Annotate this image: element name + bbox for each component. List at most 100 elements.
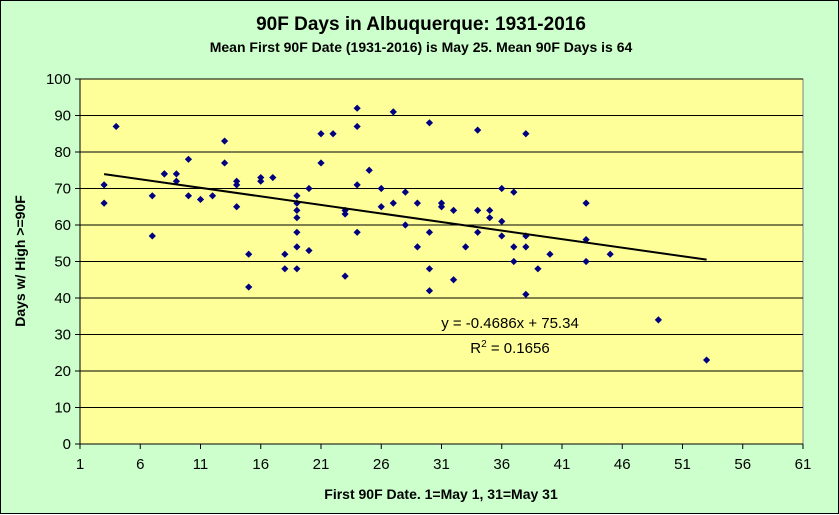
data-point <box>582 257 590 266</box>
data-point <box>498 232 506 240</box>
data-point <box>462 243 470 251</box>
data-point <box>353 122 361 131</box>
y-tick-label: 10 <box>54 400 71 417</box>
data-point <box>474 228 482 236</box>
data-point <box>341 210 349 218</box>
y-tick-label: 100 <box>46 71 71 88</box>
data-point <box>221 159 229 167</box>
x-tick-label: 51 <box>674 456 691 473</box>
data-point <box>100 199 108 207</box>
trend-equation: y = -0.4686x + 75.34 <box>441 315 579 332</box>
data-point <box>401 221 409 229</box>
x-tick-label: 1 <box>76 456 84 473</box>
data-point <box>498 184 506 193</box>
data-point <box>498 217 506 225</box>
data-point <box>449 206 458 214</box>
data-point <box>305 246 313 255</box>
data-point <box>293 199 301 207</box>
y-axis-label: Days w/ High >=90F <box>12 195 28 327</box>
x-tick-label: 11 <box>193 456 209 473</box>
data-point <box>148 232 156 240</box>
data-point <box>425 119 434 127</box>
data-point <box>510 243 518 251</box>
data-point <box>317 159 325 167</box>
data-points <box>100 104 711 364</box>
chart-title: 90F Days in Albuquerque: 1931-2016 <box>256 14 586 35</box>
data-point <box>522 290 530 298</box>
data-point <box>341 206 349 214</box>
data-point <box>425 228 434 236</box>
y-tick-label: 90 <box>54 108 71 125</box>
data-point <box>160 170 168 178</box>
data-point <box>317 130 325 138</box>
data-point <box>449 276 458 284</box>
data-point <box>293 243 301 251</box>
data-point <box>582 199 590 207</box>
x-tick-label: 16 <box>252 456 269 473</box>
data-point <box>233 177 241 185</box>
y-tick-label: 50 <box>54 254 71 271</box>
data-point <box>341 272 349 280</box>
data-point <box>172 177 180 185</box>
data-point <box>293 228 301 236</box>
x-tick-labels: 1 6 11 16 21 26 31 36 41 46 51 56 61 <box>76 444 812 473</box>
data-point <box>305 184 313 193</box>
x-tick-label: 46 <box>614 456 631 473</box>
data-point <box>546 250 554 258</box>
r-squared-label: R2 = 0.1656 <box>470 339 549 357</box>
data-point <box>293 214 301 222</box>
y-tick-label: 30 <box>54 327 71 344</box>
data-point <box>293 192 301 200</box>
data-point <box>510 188 518 196</box>
x-tick-label: 41 <box>554 456 571 473</box>
data-point <box>257 177 265 185</box>
y-tick-label: 40 <box>54 290 71 307</box>
data-point <box>293 265 301 273</box>
x-tick-label: 61 <box>795 456 812 473</box>
data-point <box>474 126 482 134</box>
data-point <box>208 192 217 200</box>
data-point <box>245 283 253 291</box>
data-point <box>510 257 518 266</box>
chart-subtitle: Mean First 90F Date (1931-2016) is May 2… <box>210 39 633 55</box>
data-point <box>281 265 289 273</box>
data-point <box>184 155 193 163</box>
data-point <box>401 188 409 196</box>
data-point <box>233 181 241 189</box>
y-tick-label: 80 <box>54 144 71 161</box>
data-point <box>365 166 373 174</box>
data-point <box>522 243 530 251</box>
data-point <box>377 203 385 211</box>
data-point <box>413 199 421 207</box>
data-point <box>425 287 434 295</box>
x-tick-label: 26 <box>373 456 390 473</box>
trendline <box>103 173 707 261</box>
data-point <box>654 316 662 324</box>
data-point <box>474 206 482 214</box>
data-point <box>353 181 361 189</box>
y-tick-label: 20 <box>54 363 71 380</box>
data-point <box>293 206 301 214</box>
data-point <box>196 195 205 204</box>
data-point <box>534 265 542 273</box>
data-point <box>269 173 277 182</box>
data-point <box>377 184 385 193</box>
data-point <box>353 104 361 112</box>
data-point <box>281 250 289 258</box>
data-point <box>112 122 120 131</box>
grid-lines <box>80 78 803 408</box>
data-point <box>522 130 530 138</box>
x-tick-label: 31 <box>433 456 450 473</box>
y-tick-label: 70 <box>54 181 71 198</box>
data-point <box>486 206 494 214</box>
data-point <box>148 192 156 200</box>
data-point <box>486 214 494 222</box>
data-point <box>353 228 361 236</box>
data-point <box>100 181 108 189</box>
data-point <box>184 192 193 200</box>
x-tick-label: 56 <box>734 456 751 473</box>
y-tick-label: 0 <box>63 436 71 453</box>
data-point <box>329 130 337 138</box>
